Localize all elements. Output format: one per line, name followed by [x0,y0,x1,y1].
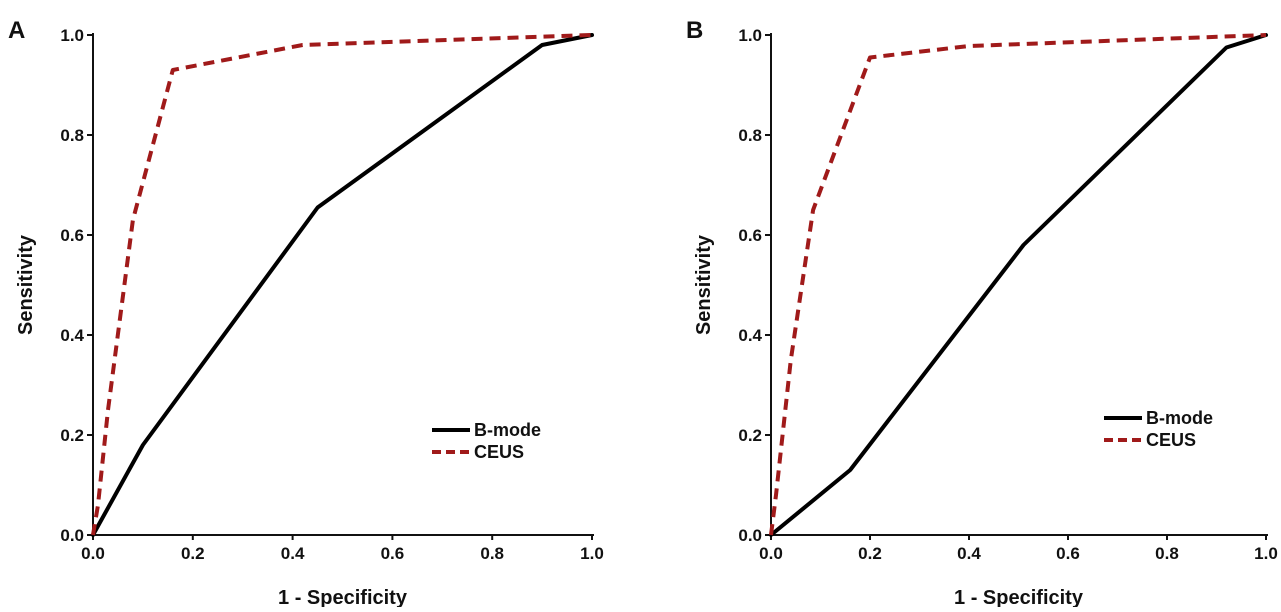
x-tick-label: 0.8 [480,544,504,563]
panel-label: B [686,17,703,44]
x-tick-label: 0.2 [181,544,205,563]
x-tick-label: 1.0 [580,544,604,563]
y-tick-label: 0.0 [60,526,84,545]
x-axis-label: 1 - Specificity [278,587,408,607]
x-axis-label: 1 - Specificity [954,587,1084,607]
x-tick-label: 0.6 [381,544,405,563]
y-tick-label: 0.4 [60,326,84,345]
y-tick-label: 0.8 [60,126,84,145]
legend-entry: CEUS [474,442,524,462]
y-tick-label: 0.8 [738,126,762,145]
y-axis-label: Sensitivity [693,234,715,335]
x-tick-label: 0.8 [1155,544,1179,563]
x-tick-label: 1.0 [1254,544,1278,563]
y-tick-label: 0.6 [738,226,762,245]
panel-b: 0.0 0.2 0.4 0.6 0.8 1.0 0.0 0.2 0.4 0.6 0.8 1.0 1 - … [686,17,1278,609]
series-line-ceus [769,33,1267,536]
panel-label: A [8,17,25,44]
series-line-b-mode [91,33,594,537]
legend-entry: B-mode [474,420,541,440]
x-tick-label: 0.6 [1056,544,1080,563]
legend-entry: CEUS [1146,430,1196,450]
series-line-b-mode [769,33,1268,537]
series-line-ceus [91,33,593,536]
x-tick-label: 0.4 [281,544,305,563]
legend-entry: B-mode [1146,408,1213,428]
y-tick-label: 1.0 [60,26,84,45]
y-axis-label: Sensitivity [15,234,37,335]
y-tick-label: 0.2 [60,426,84,445]
x-tick-label: 0.0 [81,544,105,563]
y-tick-label: 0.2 [738,426,762,445]
x-tick-label: 0.2 [858,544,882,563]
y-tick-label: 0.6 [60,226,84,245]
x-tick-label: 0.0 [759,544,783,563]
y-tick-label: 1.0 [738,26,762,45]
y-tick-label: 0.4 [738,326,762,345]
panel-a: 0.0 0.2 0.4 0.6 0.8 1.0 0.0 0.2 0.4 0.6 0.8 1.0 1 - … [8,17,604,609]
x-tick-label: 0.4 [957,544,981,563]
y-tick-label: 0.0 [738,526,762,545]
